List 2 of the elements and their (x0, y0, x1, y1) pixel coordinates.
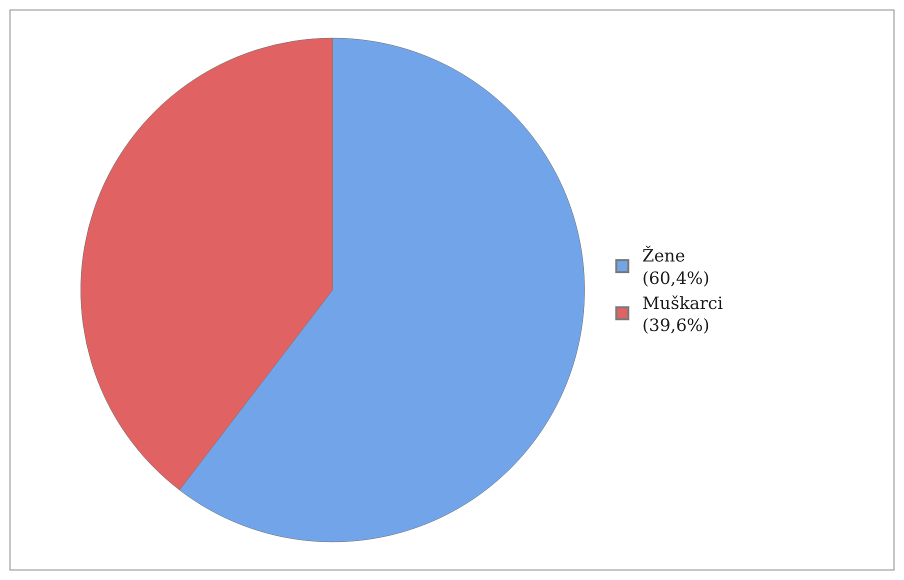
legend-label: Muškarci (39,6%) (642, 294, 724, 336)
legend-label: Žene (60,4%) (642, 246, 710, 289)
